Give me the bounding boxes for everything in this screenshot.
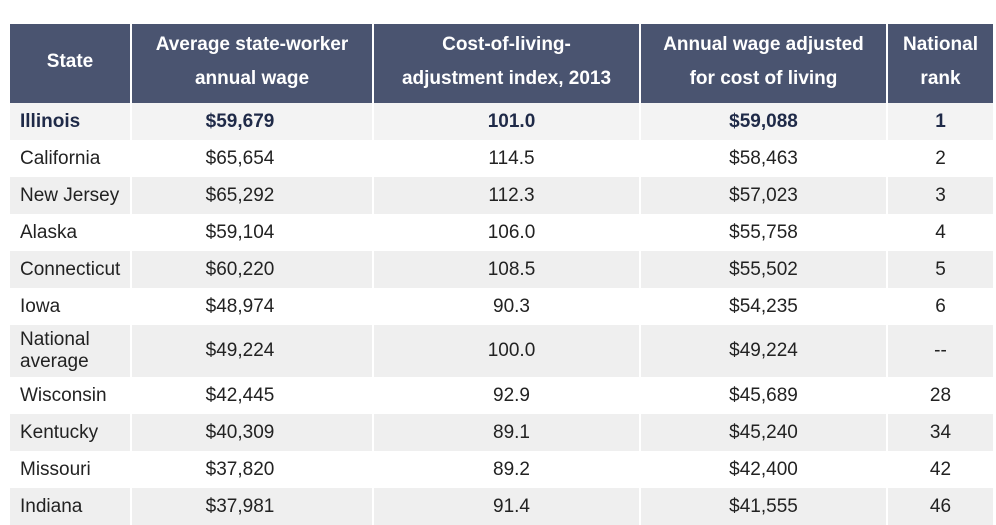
table-row: Iowa $48,974 90.3 $54,235 6 xyxy=(10,288,993,325)
table-row: National average $49,224 100.0 $49,224 -- xyxy=(10,325,993,377)
wage-cell: $65,654 xyxy=(132,140,372,177)
header-row: State Average state-worker annual wage Cost… xyxy=(10,24,993,100)
table-row: Missouri $37,820 89.2 $42,400 42 xyxy=(10,451,993,488)
header-adjusted-line: for cost of living xyxy=(689,68,838,89)
state-cell: Iowa xyxy=(10,288,130,325)
adjusted-wage-cell: $55,502 xyxy=(641,251,886,288)
state-cell: Illinois xyxy=(10,100,130,140)
state-cell: Missouri xyxy=(10,451,130,488)
table-row: Indiana $37,981 91.4 $41,555 46 xyxy=(10,488,993,525)
header-wage-line: Average state-worker xyxy=(155,34,349,55)
wage-cell: $65,292 xyxy=(132,177,372,214)
wage-cell: $42,445 xyxy=(132,377,372,414)
table-row: Connecticut $60,220 108.5 $55,502 5 xyxy=(10,251,993,288)
table-row: California $65,654 114.5 $58,463 2 xyxy=(10,140,993,177)
wage-cell: $37,981 xyxy=(132,488,372,525)
index-cell: 114.5 xyxy=(374,140,639,177)
index-cell: 108.5 xyxy=(374,251,639,288)
rank-cell: 28 xyxy=(888,377,993,414)
table-header: State Average state-worker annual wage Cost… xyxy=(10,24,993,100)
index-cell: 90.3 xyxy=(374,288,639,325)
state-cell: Indiana xyxy=(10,488,130,525)
state-cell: Kentucky xyxy=(10,414,130,451)
header-wage-line: annual wage xyxy=(194,68,310,89)
index-cell: 89.2 xyxy=(374,451,639,488)
header-rank-line: rank xyxy=(920,68,961,89)
wage-cell: $59,679 xyxy=(132,100,372,140)
index-cell: 91.4 xyxy=(374,488,639,525)
index-cell: 106.0 xyxy=(374,214,639,251)
header-adjusted: Annual wage adjusted for cost of living xyxy=(641,24,886,100)
wage-cell: $59,104 xyxy=(132,214,372,251)
table-row: Wisconsin $42,445 92.9 $45,689 28 xyxy=(10,377,993,414)
table-row-highlighted: Illinois $59,679 101.0 $59,088 1 xyxy=(10,100,993,140)
adjusted-wage-cell: $41,555 xyxy=(641,488,886,525)
header-index-line: adjustment index, 2013 xyxy=(401,68,612,89)
index-cell: 101.0 xyxy=(374,100,639,140)
header-state-line: State xyxy=(46,51,94,72)
table-row: Alaska $59,104 106.0 $55,758 4 xyxy=(10,214,993,251)
header-state: State xyxy=(10,24,130,100)
adjusted-wage-cell: $54,235 xyxy=(641,288,886,325)
wage-cell: $60,220 xyxy=(132,251,372,288)
wage-cell: $48,974 xyxy=(132,288,372,325)
rank-cell: 3 xyxy=(888,177,993,214)
rank-cell: 34 xyxy=(888,414,993,451)
table-row: New Jersey $65,292 112.3 $57,023 3 xyxy=(10,177,993,214)
index-cell: 89.1 xyxy=(374,414,639,451)
index-cell: 100.0 xyxy=(374,325,639,377)
adjusted-wage-cell: $57,023 xyxy=(641,177,886,214)
rank-cell: 6 xyxy=(888,288,993,325)
header-rank-line: National xyxy=(903,34,978,55)
state-cell: National average xyxy=(10,325,130,377)
state-cell: Connecticut xyxy=(10,251,130,288)
table-body: Illinois $59,679 101.0 $59,088 1 California $6… xyxy=(10,100,993,525)
adjusted-wage-cell: $58,463 xyxy=(641,140,886,177)
state-cell: California xyxy=(10,140,130,177)
header-rank: National rank xyxy=(888,24,993,100)
adjusted-wage-cell: $55,758 xyxy=(641,214,886,251)
rank-cell: 5 xyxy=(888,251,993,288)
state-cell: New Jersey xyxy=(10,177,130,214)
rank-cell: 2 xyxy=(888,140,993,177)
state-cell: Alaska xyxy=(10,214,130,251)
adjusted-wage-cell: $42,400 xyxy=(641,451,886,488)
header-index-line: Cost-of-living- xyxy=(442,34,571,55)
table-row: Kentucky $40,309 89.1 $45,240 34 xyxy=(10,414,993,451)
header-index: Cost-of-living-adjustment index, 2013 xyxy=(374,24,639,100)
rank-cell: -- xyxy=(888,325,993,377)
rank-cell: 1 xyxy=(888,100,993,140)
adjusted-wage-cell: $45,240 xyxy=(641,414,886,451)
adjusted-wage-cell: $59,088 xyxy=(641,100,886,140)
rank-cell: 46 xyxy=(888,488,993,525)
rank-cell: 4 xyxy=(888,214,993,251)
adjusted-wage-cell: $45,689 xyxy=(641,377,886,414)
wage-table-container: State Average state-worker annual wage Cost… xyxy=(10,24,993,525)
wage-cell: $49,224 xyxy=(132,325,372,377)
rank-cell: 42 xyxy=(888,451,993,488)
header-wage: Average state-worker annual wage xyxy=(132,24,372,100)
adjusted-wage-cell: $49,224 xyxy=(641,325,886,377)
wage-table: State Average state-worker annual wage Cost… xyxy=(8,24,995,525)
wage-cell: $37,820 xyxy=(132,451,372,488)
index-cell: 92.9 xyxy=(374,377,639,414)
header-adjusted-line: Annual wage adjusted xyxy=(663,34,864,55)
index-cell: 112.3 xyxy=(374,177,639,214)
state-cell: Wisconsin xyxy=(10,377,130,414)
wage-cell: $40,309 xyxy=(132,414,372,451)
